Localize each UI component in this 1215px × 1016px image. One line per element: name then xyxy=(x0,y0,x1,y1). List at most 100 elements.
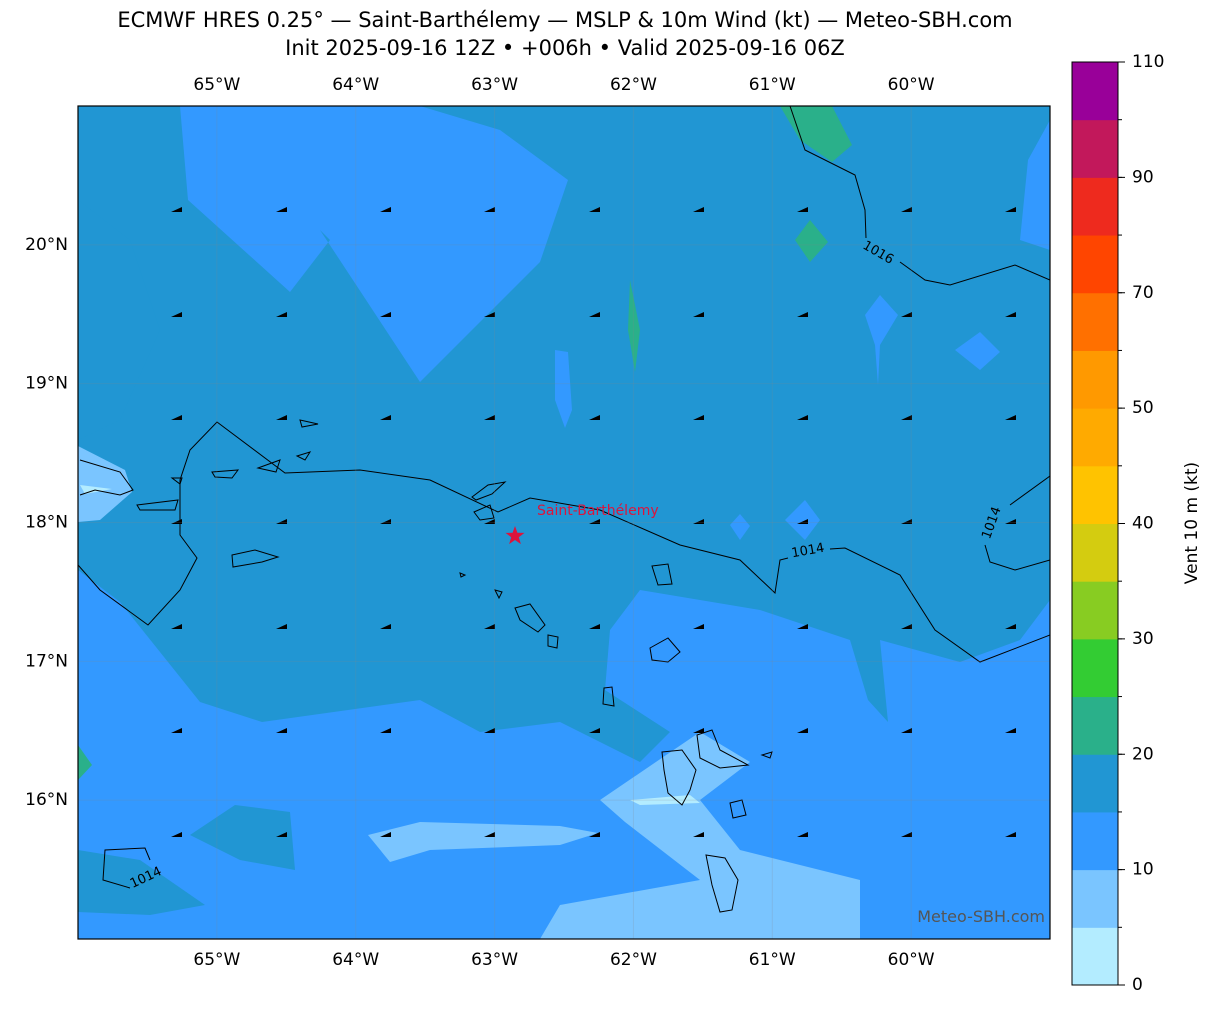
coastline xyxy=(459,572,467,578)
colorbar-band xyxy=(1072,927,1118,986)
coastline xyxy=(473,504,495,521)
wind-barb xyxy=(484,415,495,420)
coastline xyxy=(696,729,750,769)
colorbar-band xyxy=(1072,350,1118,409)
colorbar-tick-label: 20 xyxy=(1132,744,1154,764)
wind-barb xyxy=(171,312,182,317)
wind-barb xyxy=(1005,312,1016,317)
wind-barb xyxy=(276,207,287,212)
colorbar-band xyxy=(1072,523,1118,582)
wind-barb xyxy=(276,728,287,733)
wind-barb xyxy=(797,832,808,837)
wind-barb xyxy=(380,415,391,420)
wind-barb xyxy=(797,207,808,212)
wind-barb xyxy=(589,728,600,733)
wind-barb xyxy=(693,415,704,420)
wind-barb xyxy=(693,728,704,733)
x-tick-label-top: 60°W xyxy=(888,75,935,95)
wind-barb xyxy=(380,832,391,837)
colorbar-band xyxy=(1072,811,1118,871)
wind-barb xyxy=(1005,624,1016,629)
wind-barb xyxy=(693,624,704,629)
colorbar-label: Vent 10 m (kt) xyxy=(1182,462,1202,584)
wind-barb xyxy=(380,312,391,317)
wind-fill xyxy=(190,805,295,870)
wind-barb xyxy=(1005,519,1016,524)
wind-fill xyxy=(730,514,750,540)
wind-fill xyxy=(555,350,572,428)
place-marker xyxy=(505,526,525,545)
x-tick-label: 63°W xyxy=(471,950,518,970)
isobar-label: 1014 xyxy=(790,541,825,562)
colorbar-band xyxy=(1072,696,1118,755)
wind-barb xyxy=(276,312,287,317)
wind-barb xyxy=(901,832,912,837)
wind-barb xyxy=(1005,728,1016,733)
wind-barb xyxy=(1005,832,1016,837)
wind-barb xyxy=(484,312,495,317)
wind-fill xyxy=(368,822,598,862)
wind-barb xyxy=(1005,207,1016,212)
colorbar-tick-label: 110 xyxy=(1132,52,1164,72)
wind-fill xyxy=(780,106,852,162)
x-tick-label-top: 61°W xyxy=(749,75,796,95)
wind-fill xyxy=(78,745,92,780)
colorbar-band xyxy=(1072,638,1118,698)
coastline xyxy=(170,477,183,485)
y-tick-label: 20°N xyxy=(25,235,68,255)
wind-fill xyxy=(785,500,820,540)
colorbar-band xyxy=(1072,62,1118,121)
wind-fill xyxy=(630,795,700,805)
coastline xyxy=(231,549,280,568)
wind-barb xyxy=(589,624,600,629)
colorbar-tick-label: 90 xyxy=(1132,167,1154,187)
wind-barb xyxy=(171,624,182,629)
wind-barb xyxy=(589,832,600,837)
isobar xyxy=(829,547,1050,663)
wind-fill xyxy=(78,200,160,440)
wind-barb xyxy=(589,519,600,524)
wind-barb xyxy=(589,415,600,420)
wind-barb xyxy=(693,832,704,837)
y-tick-label: 19°N xyxy=(25,374,68,394)
wind-barb xyxy=(901,207,912,212)
x-tick-label: 64°W xyxy=(332,950,379,970)
wind-barb xyxy=(901,312,912,317)
wind-fill xyxy=(78,850,205,915)
title-line: ECMWF HRES 0.25° — Saint-Barthélemy — MS… xyxy=(117,8,1012,32)
colorbar-band xyxy=(1072,177,1118,236)
isobar xyxy=(1009,475,1050,506)
wind-barb xyxy=(276,415,287,420)
subtitle-line: Init 2025-09-16 12Z • +006h • Valid 2025… xyxy=(285,36,845,60)
colorbar-tick-label: 0 xyxy=(1132,975,1143,995)
wind-barb xyxy=(693,312,704,317)
wind-fill xyxy=(78,106,1050,762)
wind-fill xyxy=(795,220,828,262)
wind-barb xyxy=(901,728,912,733)
wind-barb xyxy=(589,312,600,317)
isobar xyxy=(899,261,1050,286)
wind-barb xyxy=(589,207,600,212)
x-tick-label: 62°W xyxy=(610,950,657,970)
colorbar-band xyxy=(1072,581,1118,640)
wind-barb xyxy=(484,519,495,524)
coastline xyxy=(661,749,697,806)
wind-fill xyxy=(955,332,1000,370)
coastline xyxy=(547,634,559,649)
colorbar-tick-label: 70 xyxy=(1132,283,1154,303)
wind-barb xyxy=(693,519,704,524)
coastline xyxy=(295,451,312,461)
coastline xyxy=(649,637,681,663)
colorbar-band xyxy=(1072,292,1118,351)
isobar xyxy=(78,421,789,626)
wind-barb xyxy=(693,207,704,212)
watermark: Meteo-SBH.com xyxy=(917,907,1045,926)
isobar xyxy=(984,544,1050,571)
wind-barb xyxy=(901,415,912,420)
colorbar-band xyxy=(1072,465,1118,524)
wind-fill xyxy=(80,485,112,494)
wind-barb xyxy=(797,415,808,420)
wind-barb xyxy=(797,519,808,524)
